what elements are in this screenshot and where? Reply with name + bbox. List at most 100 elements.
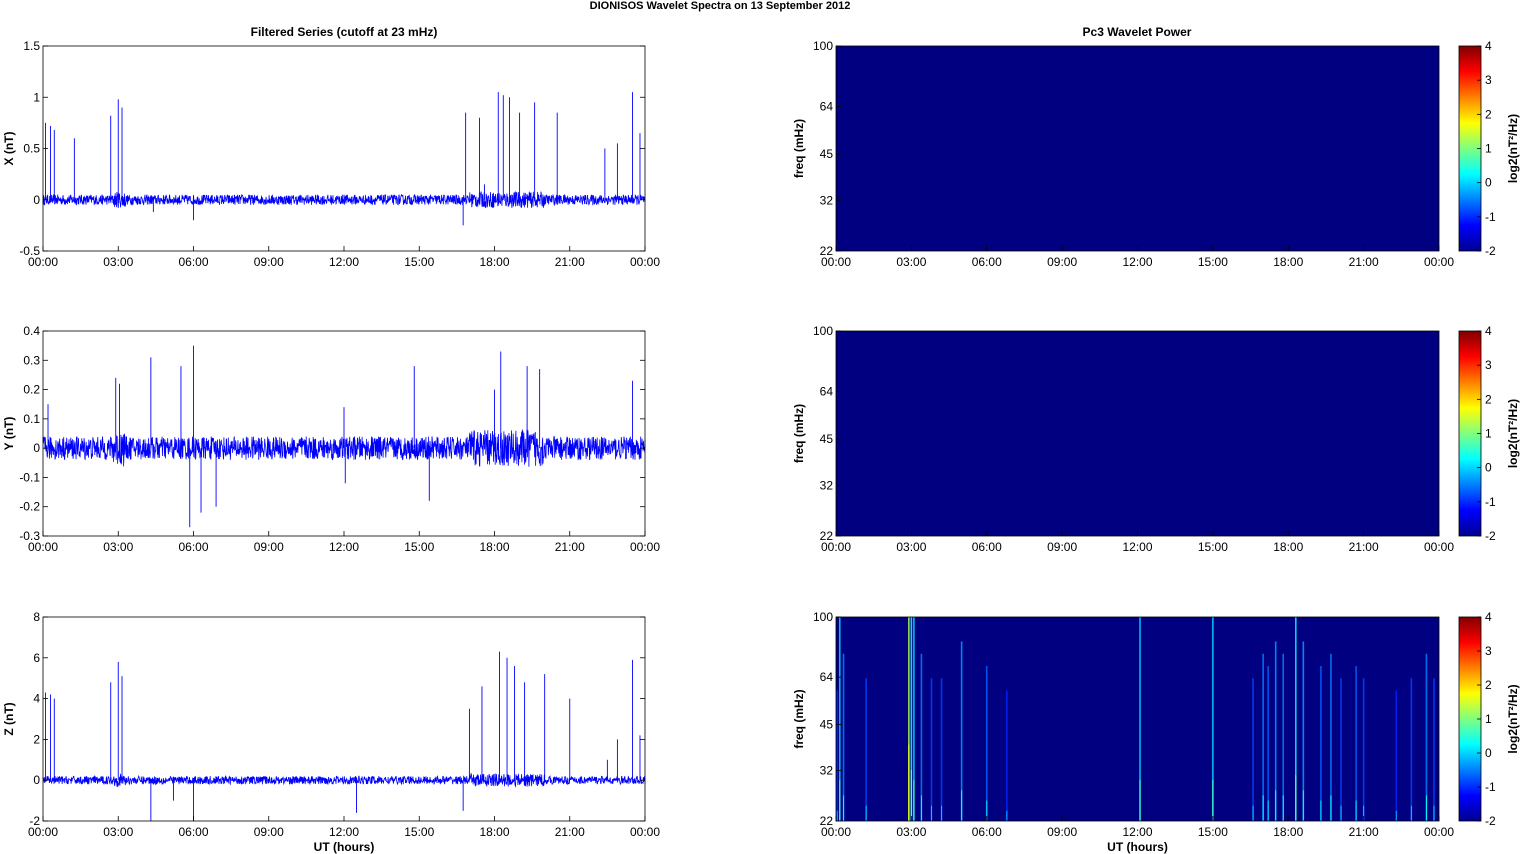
x-tick-label: 18:00	[1273, 825, 1303, 839]
colorbar-tick-label: 3	[1485, 358, 1492, 372]
colorbar-tick-label: 1	[1485, 712, 1492, 726]
colorbar-tick-label: 4	[1485, 39, 1492, 53]
y-tick-label: 0	[33, 193, 40, 207]
power-streak	[1362, 678, 1365, 821]
y-axis-label: Z (nT)	[2, 702, 16, 735]
power-streak	[1320, 665, 1322, 821]
y-tick-label: 0	[33, 773, 40, 787]
x-tick-label: 06:00	[178, 540, 208, 554]
trace-line	[42, 191, 646, 209]
colorbar-tick-label: 4	[1485, 324, 1492, 338]
power-streak	[1395, 690, 1398, 821]
x-tick-label: 03:00	[103, 540, 133, 554]
power-streak	[838, 617, 841, 821]
y-axis-label: freq (mHz)	[792, 404, 806, 463]
power-streak	[1433, 678, 1435, 821]
power-streak-core	[1262, 795, 1264, 821]
colorbar-tick-label: 2	[1485, 392, 1492, 406]
power-streak-core	[1275, 790, 1277, 821]
x-tick-label: 21:00	[555, 825, 585, 839]
power-streak	[1267, 665, 1269, 821]
x-tick-label: 00:00	[1424, 255, 1454, 269]
colorbar-tick-label: 4	[1485, 610, 1492, 624]
right-column-title: Pc3 Wavelet Power	[1083, 25, 1192, 39]
x-tick-label: 21:00	[1349, 255, 1379, 269]
colorbar-tick-label: 0	[1485, 176, 1492, 190]
power-streak	[865, 678, 867, 821]
y-tick-label: 22	[820, 814, 834, 828]
x-tick-label: 21:00	[1349, 825, 1379, 839]
y-tick-label: 32	[820, 478, 834, 492]
x-tick-label: 15:00	[1198, 825, 1228, 839]
y-tick-label: 1	[33, 90, 40, 104]
power-streak	[1340, 678, 1342, 821]
y-tick-label: 8	[33, 610, 40, 624]
colorbar-tick-label: 1	[1485, 142, 1492, 156]
power-streak	[1006, 690, 1008, 821]
y-tick-label: 4	[33, 692, 40, 706]
power-streak	[1252, 678, 1254, 821]
y-tick-label: 0.2	[23, 383, 40, 397]
power-streak	[1282, 653, 1285, 821]
y-tick-label: 100	[813, 610, 833, 624]
x-tick-label: 15:00	[404, 255, 434, 269]
power-streak-core	[1340, 805, 1342, 821]
y-tick-label: -0.1	[19, 470, 40, 484]
y-tick-label: 22	[820, 529, 834, 543]
power-streak-core	[986, 800, 988, 821]
power-streak-core	[1212, 780, 1214, 821]
x-tick-label: 00:00	[630, 825, 660, 839]
power-streak	[1139, 617, 1141, 821]
x-tick-label: 00:00	[28, 255, 58, 269]
y-tick-label: 100	[813, 324, 833, 338]
power-streak-core	[839, 780, 841, 821]
power-streak-core	[1252, 805, 1254, 821]
colorbar-tick-label: 3	[1485, 73, 1492, 87]
power-streak-core	[910, 770, 912, 821]
x-tick-label: 06:00	[972, 540, 1002, 554]
power-streak	[960, 641, 963, 821]
x-tick-label: 06:00	[178, 825, 208, 839]
x-tick-label: 18:00	[479, 255, 509, 269]
x-tick-label: 15:00	[404, 540, 434, 554]
power-streak	[1274, 641, 1277, 821]
x-tick-label: 21:00	[1349, 540, 1379, 554]
power-streak-core	[930, 805, 932, 821]
y-tick-label: -0.5	[19, 244, 40, 258]
y-tick-label: 64	[820, 99, 834, 113]
x-tick-label: 03:00	[896, 255, 926, 269]
x-tick-label: 15:00	[404, 825, 434, 839]
power-streak	[1330, 653, 1332, 821]
x-tick-label: 09:00	[1047, 255, 1077, 269]
power-streak	[1425, 653, 1428, 821]
y-tick-label: 64	[820, 384, 834, 398]
power-streak-core	[1006, 810, 1008, 821]
power-streak	[1294, 617, 1297, 821]
x-tick-label: 03:00	[103, 825, 133, 839]
power-streak-core	[1363, 805, 1365, 821]
y-tick-label: 6	[33, 651, 40, 665]
colorbar-tick-label: -2	[1485, 244, 1496, 258]
power-streak	[920, 653, 923, 821]
y-tick-label: 0.4	[23, 324, 40, 338]
power-streak	[1410, 678, 1413, 821]
y-tick-label: 32	[820, 764, 834, 778]
power-streak-core	[865, 805, 867, 821]
x-tick-label: 18:00	[1273, 540, 1303, 554]
y-tick-label: 32	[820, 193, 834, 207]
x-tick-label: 12:00	[1122, 255, 1152, 269]
x-tick-label: 00:00	[630, 255, 660, 269]
x-tick-label: 21:00	[555, 540, 585, 554]
power-streak-core	[1355, 800, 1357, 821]
y-tick-label: -0.3	[19, 529, 40, 543]
x-tick-label: 09:00	[254, 540, 284, 554]
x-tick-label: 15:00	[1198, 540, 1228, 554]
x-tick-label: 12:00	[329, 540, 359, 554]
power-streak	[908, 617, 910, 821]
plot-area	[43, 617, 645, 821]
x-tick-label: 00:00	[1424, 540, 1454, 554]
power-streak	[910, 617, 913, 821]
x-tick-label: 03:00	[896, 825, 926, 839]
colorbar-tick-label: 2	[1485, 107, 1492, 121]
power-streak-core	[1433, 805, 1435, 821]
